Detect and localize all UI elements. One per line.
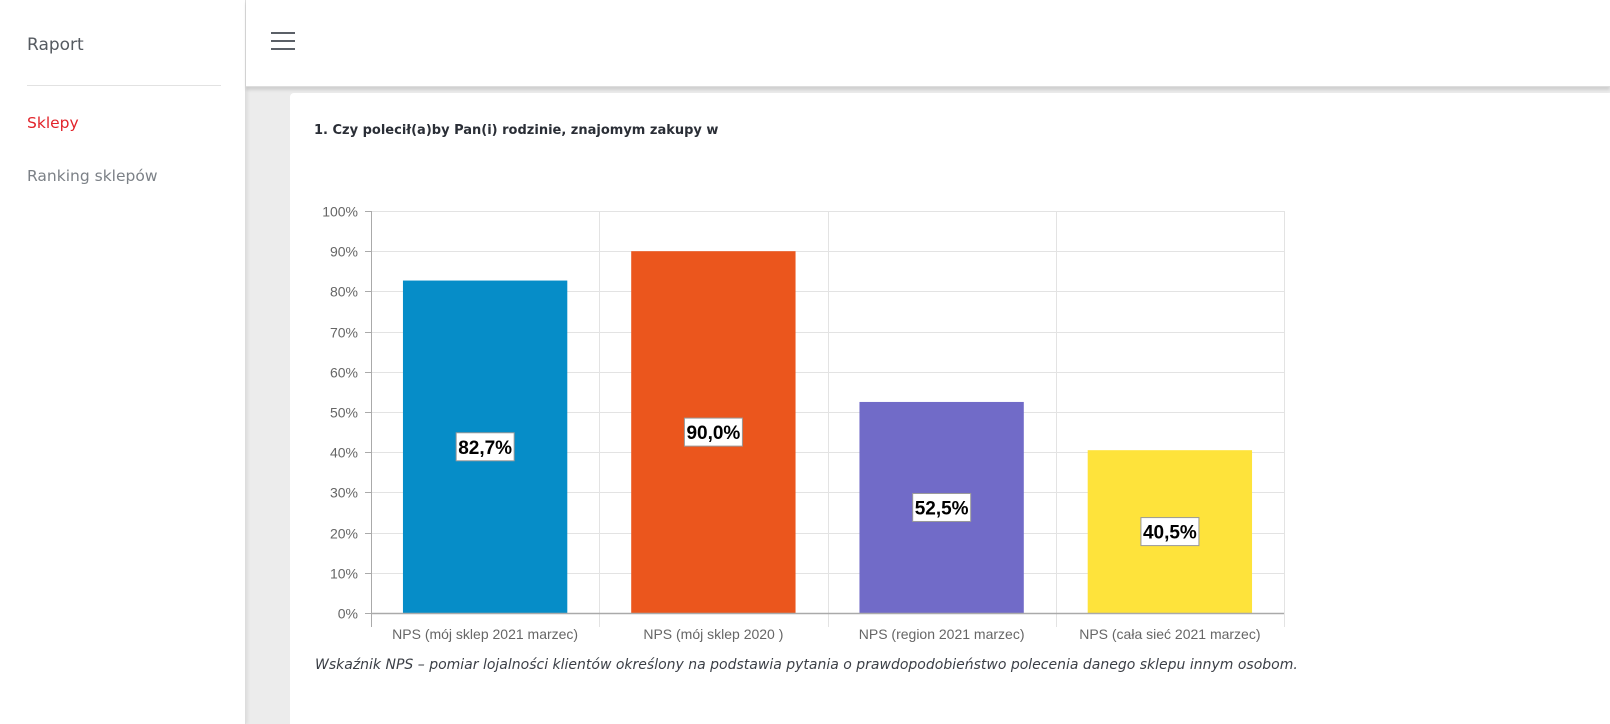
- sidebar: Raport Sklepy Ranking sklepów: [0, 0, 246, 724]
- y-tick-label: 40%: [330, 445, 358, 461]
- y-tick-label: 70%: [330, 325, 358, 341]
- y-tick-label: 30%: [330, 485, 358, 501]
- top-bar: [246, 0, 1610, 87]
- sidebar-item-sklepy[interactable]: Sklepy: [27, 114, 79, 132]
- y-tick-label: 60%: [330, 365, 358, 381]
- x-category-label: NPS (mój sklep 2020 ): [643, 626, 783, 642]
- y-tick-label: 80%: [330, 284, 358, 300]
- data-label-box: [455, 432, 515, 462]
- sidebar-item-ranking-sklepow[interactable]: Ranking sklepów: [27, 167, 158, 185]
- data-label-box: [1140, 517, 1200, 547]
- nps-footnote: Wskaźnik NPS – pomiar lojalności klientó…: [315, 657, 1298, 673]
- data-label: 40,5%: [1143, 523, 1197, 544]
- data-label: 52,5%: [915, 498, 969, 519]
- brand-title: Raport: [27, 35, 84, 55]
- data-label: 90,0%: [686, 423, 740, 444]
- y-tick-label: 100%: [322, 204, 358, 220]
- y-tick-label: 50%: [330, 405, 358, 421]
- x-category-label: NPS (region 2021 marzec): [859, 626, 1025, 642]
- y-tick-label: 20%: [330, 526, 358, 542]
- sidebar-divider: [27, 85, 221, 86]
- x-category-label: NPS (cała sieć 2021 marzec): [1079, 626, 1260, 642]
- data-label-box: [912, 492, 972, 522]
- y-tick-label: 90%: [330, 244, 358, 260]
- hamburger-menu-icon[interactable]: [271, 31, 295, 51]
- y-tick-label: 10%: [330, 566, 358, 582]
- data-label-box: [683, 417, 743, 447]
- data-label: 82,7%: [458, 438, 512, 459]
- y-tick-label: 0%: [338, 606, 358, 622]
- question-title: 1. Czy polecił(a)by Pan(i) rodzinie, zna…: [314, 123, 719, 138]
- x-category-label: NPS (mój sklep 2021 marzec): [392, 626, 578, 642]
